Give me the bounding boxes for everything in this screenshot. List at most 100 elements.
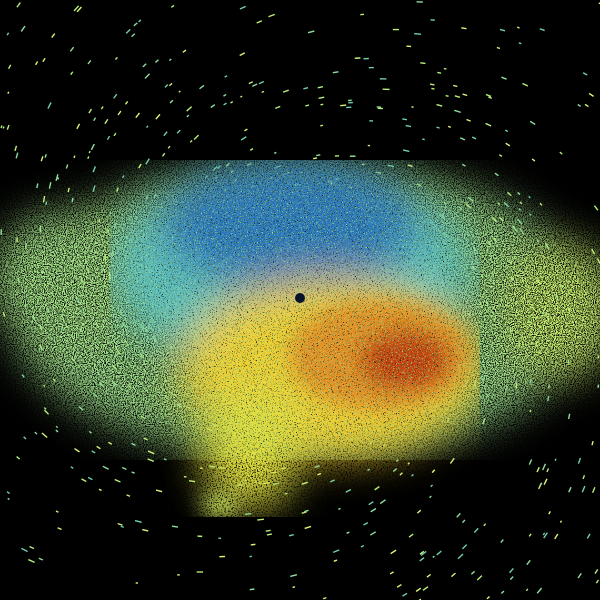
echo-speck bbox=[16, 455, 21, 460]
echo-speck bbox=[76, 123, 81, 130]
echo-speck bbox=[252, 83, 258, 87]
echo-speck bbox=[498, 154, 503, 157]
echo-speck bbox=[466, 118, 471, 122]
echo-speck bbox=[461, 163, 466, 167]
echo-speck bbox=[420, 550, 427, 556]
radar-site bbox=[295, 293, 305, 303]
echo-speck bbox=[117, 110, 122, 116]
echo-speck bbox=[258, 80, 265, 85]
echo-speck bbox=[90, 143, 95, 151]
echo-speck bbox=[124, 100, 129, 105]
echo-speck bbox=[301, 481, 309, 485]
echo-speck bbox=[57, 177, 60, 180]
echo-speck bbox=[147, 450, 155, 455]
echo-speck bbox=[333, 559, 338, 562]
echo-speck bbox=[396, 583, 402, 588]
echo-speck bbox=[422, 586, 429, 591]
echo-speck bbox=[329, 479, 336, 483]
echo-speck bbox=[96, 445, 101, 450]
echo-speck bbox=[120, 525, 124, 528]
echo-speck bbox=[7, 91, 10, 95]
echo-speck bbox=[188, 479, 196, 483]
echo-speck bbox=[240, 95, 243, 98]
echo-speck bbox=[223, 102, 227, 106]
echo-speck bbox=[488, 96, 493, 99]
echo-speck bbox=[431, 87, 435, 90]
echo-speck bbox=[504, 129, 509, 133]
echo-speck bbox=[178, 90, 181, 93]
echo-speck bbox=[317, 472, 322, 476]
echo-speck bbox=[70, 466, 74, 469]
echo-speck bbox=[473, 527, 479, 534]
echo-speck bbox=[6, 32, 10, 36]
echo-speck bbox=[114, 56, 118, 60]
echo-speck bbox=[318, 96, 325, 100]
echo-speck bbox=[577, 457, 582, 464]
echo-speck bbox=[389, 571, 394, 575]
echo-speck bbox=[131, 33, 136, 38]
echo-speck bbox=[453, 84, 458, 88]
echo-speck bbox=[240, 136, 247, 141]
echo-speck bbox=[57, 527, 62, 531]
echo-speck bbox=[518, 42, 522, 45]
echo-speck bbox=[543, 478, 548, 486]
echo-speck bbox=[402, 149, 410, 153]
echo-speck bbox=[314, 465, 320, 469]
echo-speck bbox=[21, 547, 28, 553]
echo-speck bbox=[275, 105, 281, 109]
echo-speck bbox=[7, 497, 10, 501]
echo-speck bbox=[316, 154, 321, 157]
echo-speck bbox=[161, 152, 166, 157]
yellow-echo bbox=[200, 390, 300, 510]
echo-speck bbox=[138, 163, 142, 169]
echo-speck bbox=[2, 126, 5, 129]
echo-speck bbox=[282, 89, 289, 93]
core-echo-layer bbox=[110, 160, 480, 517]
echo-speck bbox=[494, 172, 499, 177]
echo-speck bbox=[445, 94, 449, 98]
echo-speck bbox=[168, 82, 173, 87]
echo-speck bbox=[268, 13, 276, 18]
echo-speck bbox=[471, 136, 477, 140]
echo-speck bbox=[312, 157, 318, 160]
echo-speck bbox=[20, 25, 26, 32]
echo-speck bbox=[147, 458, 155, 463]
echo-speck bbox=[244, 512, 252, 515]
echo-speck bbox=[138, 19, 142, 23]
echo-speck bbox=[340, 104, 347, 107]
echo-speck bbox=[88, 150, 91, 154]
echo-speck bbox=[73, 155, 76, 159]
echo-speck bbox=[536, 467, 540, 473]
echo-speck bbox=[288, 534, 294, 537]
echo-speck bbox=[142, 63, 147, 68]
echo-speck bbox=[437, 71, 442, 74]
echo-speck bbox=[107, 441, 113, 445]
echo-speck bbox=[304, 509, 309, 513]
echo-speck bbox=[519, 201, 523, 205]
echo-speck bbox=[588, 92, 594, 97]
echo-speck bbox=[547, 396, 550, 402]
echo-speck bbox=[223, 93, 227, 97]
echo-speck bbox=[23, 436, 27, 440]
echo-speck bbox=[559, 151, 563, 155]
echo-speck bbox=[595, 579, 599, 584]
echo-speck bbox=[51, 33, 56, 38]
echo-speck bbox=[87, 476, 93, 481]
echo-speck bbox=[169, 99, 174, 104]
echo-speck bbox=[244, 128, 248, 132]
echo-speck bbox=[528, 195, 531, 199]
echo-speck bbox=[436, 103, 443, 107]
echo-speck bbox=[88, 430, 92, 434]
echo-speck bbox=[436, 550, 442, 556]
echo-speck bbox=[163, 131, 168, 137]
echo-speck bbox=[462, 93, 468, 97]
echo-speck bbox=[392, 468, 398, 473]
echo-speck bbox=[131, 442, 136, 446]
echo-speck bbox=[170, 4, 175, 8]
echo-speck bbox=[55, 174, 59, 181]
echo-speck bbox=[415, 587, 422, 592]
echo-speck bbox=[539, 482, 543, 486]
echo-speck bbox=[41, 432, 48, 439]
echo-speck bbox=[529, 409, 532, 413]
echo-speck bbox=[182, 49, 187, 53]
